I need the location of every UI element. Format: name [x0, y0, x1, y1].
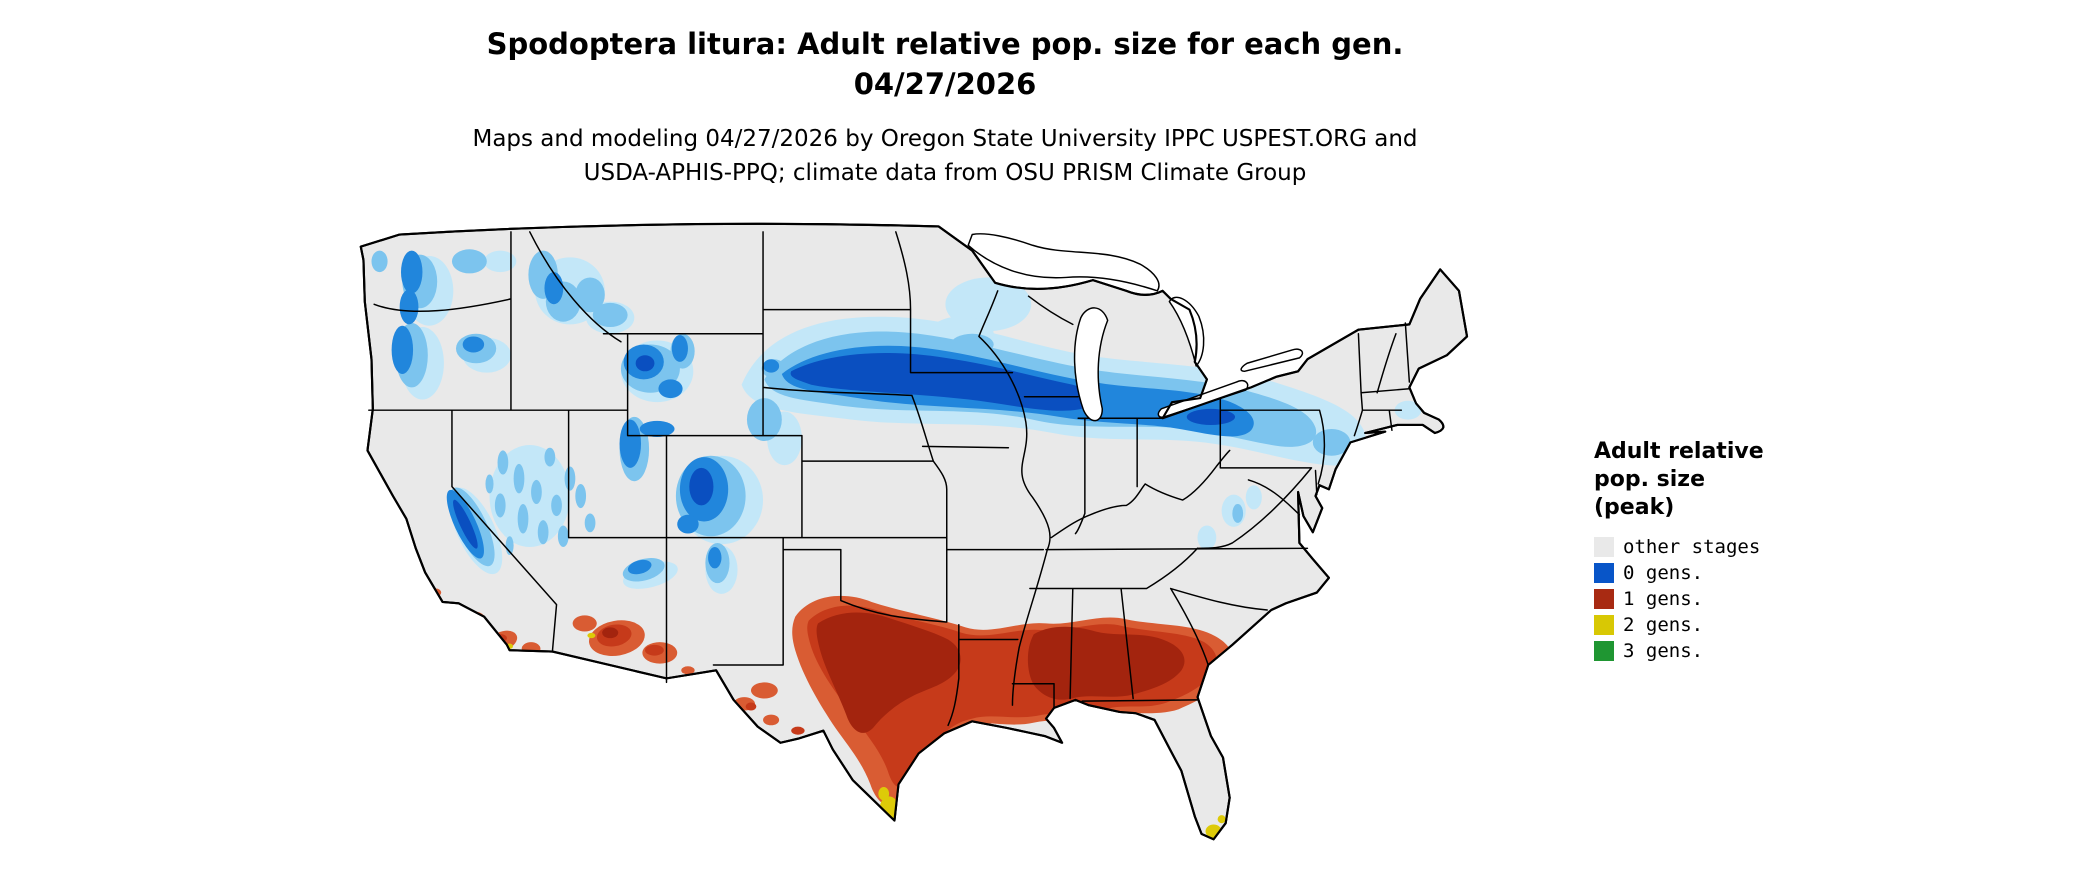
us-outline [359, 222, 1469, 841]
legend-item-1-gens: 1 gens. [1594, 586, 1834, 612]
legend-label-1-gens: 1 gens. [1623, 588, 1704, 610]
generation-regions [371, 249, 1422, 838]
legend-swatch-0-gens [1594, 563, 1614, 583]
subtitle-line-1: Maps and modeling 04/27/2026 by Oregon S… [472, 126, 1418, 152]
legend-title-line-2: pop. size [1594, 467, 1705, 492]
legend-label-3-gens: 3 gens. [1623, 640, 1704, 662]
legend-item-2-gens: 2 gens. [1594, 612, 1834, 638]
legend-item-3-gens: 3 gens. [1594, 638, 1834, 664]
legend-items: other stages 0 gens. 1 gens. 2 gens. 3 g… [1594, 534, 1834, 664]
legend-title-line-1: Adult relative [1594, 439, 1764, 464]
state-borders [368, 231, 1411, 727]
title-line-2: 04/27/2026 [853, 67, 1037, 101]
legend-title: Adult relative pop. size (peak) [1594, 438, 1834, 522]
lake-huron [1168, 296, 1205, 367]
map-subtitle: Maps and modeling 04/27/2026 by Oregon S… [0, 122, 1890, 190]
legend-label-other-stages: other stages [1623, 536, 1761, 558]
generation-1-dark-regions [602, 612, 1185, 733]
legend-item-0-gens: 0 gens. [1594, 560, 1834, 586]
lake-erie [1157, 379, 1249, 418]
legend-item-other-stages: other stages [1594, 534, 1834, 560]
legend: Adult relative pop. size (peak) other st… [1594, 438, 1834, 664]
legend-label-2-gens: 2 gens. [1623, 614, 1704, 636]
title-line-1: Spodoptera litura: Adult relative pop. s… [486, 27, 1404, 61]
lake-ontario [1240, 348, 1304, 373]
legend-title-line-3: (peak) [1594, 495, 1675, 520]
us-map [359, 222, 1469, 841]
legend-swatch-3-gens [1594, 641, 1614, 661]
subtitle-line-2: USDA-APHIS-PPQ; climate data from OSU PR… [583, 160, 1307, 186]
legend-swatch-other-stages [1594, 537, 1614, 557]
legend-swatch-2-gens [1594, 615, 1614, 635]
great-lakes [967, 233, 1304, 422]
legend-label-0-gens: 0 gens. [1623, 562, 1704, 584]
lake-michigan [1073, 307, 1109, 422]
legend-swatch-1-gens [1594, 589, 1614, 609]
map-title: Spodoptera litura: Adult relative pop. s… [0, 24, 1890, 104]
lake-superior [967, 233, 1160, 292]
